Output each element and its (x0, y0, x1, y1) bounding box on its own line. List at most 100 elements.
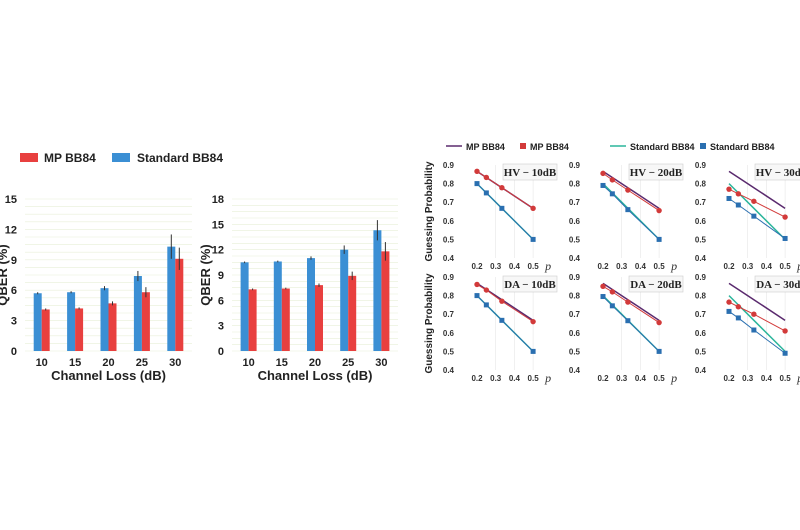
marker-standard (530, 236, 536, 242)
line-mp (476, 282, 534, 321)
marker-standard (530, 348, 536, 354)
x-tick-label: 10 (36, 357, 48, 369)
marker-standard (726, 308, 732, 314)
x-tick-label: 15 (69, 357, 81, 369)
y-tick-label: 15 (5, 194, 17, 206)
y-tick-label: 12 (212, 245, 224, 257)
bar-standard (307, 258, 315, 351)
marker-mp (735, 304, 742, 310)
bar-mp (108, 303, 117, 351)
y-tick-label: 0.8 (569, 180, 581, 189)
panel-title-box (754, 275, 800, 293)
x-tick-label: 0.2 (597, 374, 609, 383)
y-tick-label: 0.4 (695, 366, 707, 375)
panel-title: HV − 20dB (630, 167, 683, 179)
y-tick-label: 0.5 (443, 347, 455, 356)
marker-mp (530, 318, 536, 325)
marker-mp (625, 187, 631, 193)
x-tick-label: 20 (309, 357, 321, 369)
line-standard (728, 183, 786, 240)
line-mp (602, 282, 660, 321)
line-standard-markers (728, 198, 786, 239)
y-tick-label: 0 (218, 346, 224, 358)
legend-swatch-standard (112, 153, 130, 162)
line-mp-markers (602, 285, 660, 323)
marker-standard (782, 350, 788, 356)
marker-mp (782, 214, 788, 220)
marker-mp (656, 319, 662, 326)
y-tick-label: 0.8 (569, 292, 581, 301)
marker-standard (656, 348, 662, 354)
y-tick-label: 3 (11, 316, 17, 328)
x-tick-label: 0.5 (780, 262, 792, 271)
y-tick-label: 0.5 (569, 347, 581, 356)
x-tick-label: 0.5 (654, 262, 666, 271)
marker-standard (609, 191, 615, 197)
y-tick-label: 0.7 (695, 310, 707, 319)
y-axis-label: QBER (%) (198, 244, 213, 305)
marker-standard (609, 303, 615, 309)
x-tick-label: 30 (375, 357, 387, 369)
marker-standard (483, 302, 489, 308)
panel-title-box (628, 275, 684, 293)
bar-mp (175, 258, 184, 351)
marker-standard (735, 315, 741, 321)
marker-mp (483, 174, 490, 181)
x-tick-label: 0.4 (509, 262, 521, 271)
legend-marker-mp (520, 143, 526, 149)
line-mp-markers (476, 284, 534, 323)
y-tick-label: 0.9 (443, 273, 455, 282)
y-tick-label: 0.7 (443, 310, 455, 319)
x-tick-label: 0.3 (616, 262, 628, 271)
y-tick-label: 0 (11, 346, 17, 358)
x-axis-label: p (670, 259, 677, 273)
y-tick-label: 0.8 (695, 292, 707, 301)
line-standard-markers (728, 310, 786, 354)
bar-standard (33, 293, 42, 351)
marker-standard (474, 293, 480, 299)
marker-standard (735, 202, 741, 208)
legend-label: MP BB84 (530, 142, 569, 152)
x-axis-label: p (796, 259, 800, 273)
x-tick-label: 0.3 (490, 262, 502, 271)
legend-label: Standard BB84 (710, 142, 775, 152)
y-tick-label: 0.5 (695, 347, 707, 356)
y-tick-label: 0.6 (569, 329, 581, 338)
bar-standard (240, 262, 249, 351)
x-tick-label: 0.2 (723, 374, 735, 383)
marker-mp (530, 205, 536, 212)
y-tick-label: 0.7 (569, 198, 581, 207)
y-tick-label: 0.6 (695, 217, 707, 226)
y-tick-label: 0.8 (443, 292, 455, 301)
panel-title: DA − 10dB (504, 279, 556, 291)
y-tick-label: 0.9 (569, 273, 581, 282)
marker-mp (735, 191, 742, 197)
panel-title: HV − 30dB (756, 167, 800, 179)
x-tick-label: 0.5 (528, 374, 540, 383)
marker-standard (625, 207, 631, 213)
marker-mp (499, 184, 505, 191)
y-tick-label: 3 (218, 321, 224, 333)
y-axis-label: Guessing Probability (424, 161, 435, 261)
line-standard-markers (602, 296, 660, 352)
x-axis-label: p (670, 371, 677, 385)
marker-standard (499, 317, 505, 323)
bar-mp (315, 285, 323, 351)
y-tick-label: 0.9 (695, 273, 707, 282)
x-axis-label: p (544, 259, 551, 273)
line-mp (728, 282, 786, 321)
panel-title: HV − 10dB (504, 167, 557, 179)
marker-mp (751, 311, 757, 317)
y-tick-label: 0.8 (695, 180, 707, 189)
marker-mp (625, 299, 631, 305)
y-tick-label: 0.7 (443, 198, 455, 207)
y-axis-label: QBER (%) (0, 244, 10, 305)
marker-mp (782, 328, 788, 334)
legend-label: MP BB84 (466, 142, 505, 152)
y-tick-label: 12 (5, 224, 17, 236)
line-standard-markers (602, 185, 660, 240)
line-mp (728, 170, 786, 209)
panel-title-box (502, 163, 558, 181)
x-axis-label: p (544, 371, 551, 385)
marker-mp (474, 168, 480, 175)
